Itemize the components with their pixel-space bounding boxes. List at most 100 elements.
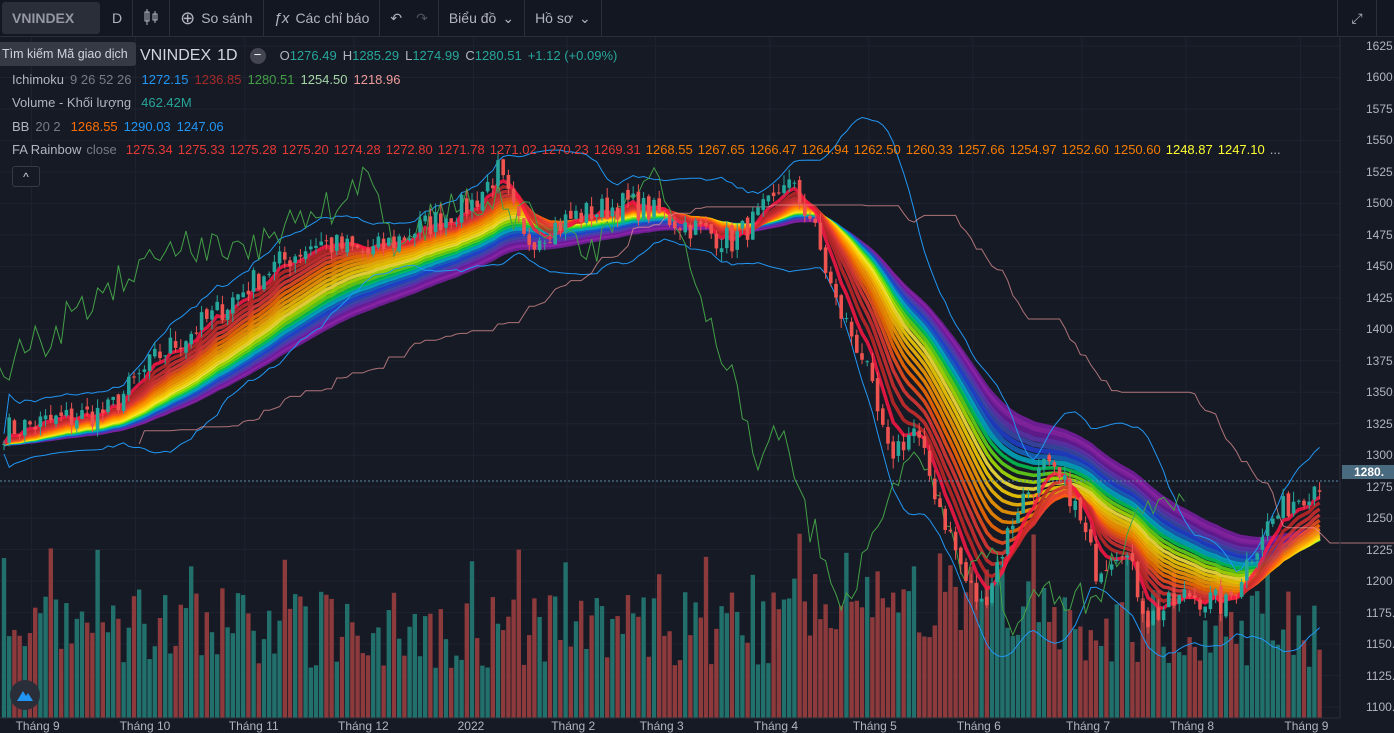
candle-body: [1281, 496, 1285, 518]
candle-body: [553, 222, 557, 245]
interval-button[interactable]: D: [102, 0, 134, 37]
chart-menu-button[interactable]: Biểu đồ ⌄: [439, 0, 526, 37]
legend-fa-rainbow[interactable]: FA Rainbow close 1275.34 1275.33 1275.28 127…: [12, 138, 1281, 162]
volume-bar: [594, 598, 599, 718]
volume-bar: [183, 608, 189, 718]
price-tick-label: 1500.: [1366, 196, 1394, 211]
collapse-legend-button[interactable]: ^: [12, 166, 40, 187]
volume-bar: [204, 612, 209, 718]
volume-bar: [646, 656, 651, 718]
price-tick-label: 1350.: [1366, 385, 1394, 400]
volume-bar: [625, 595, 631, 718]
volume-bar: [1166, 662, 1171, 718]
candle-body: [1115, 559, 1119, 562]
candle-body: [1120, 556, 1124, 558]
volume-bar: [1109, 661, 1114, 718]
candle-body: [1307, 501, 1311, 506]
volume-bar: [215, 654, 220, 718]
candle-body: [1177, 595, 1181, 604]
candle-body: [1052, 462, 1057, 467]
hide-legend-icon[interactable]: −: [249, 48, 266, 64]
volume-bar: [126, 627, 131, 718]
price-chart[interactable]: [0, 37, 1394, 730]
time-tick-label: Tháng 7: [1066, 719, 1111, 733]
volume-bar: [1078, 626, 1083, 718]
candle-body: [584, 202, 589, 224]
candle-body: [28, 421, 32, 425]
indicators-button[interactable]: ƒx Các chỉ báo: [264, 0, 381, 37]
bb-lower: 1247.06: [176, 118, 224, 134]
candle-body: [179, 347, 183, 350]
candle-body: [475, 200, 479, 207]
candle-body: [1063, 475, 1067, 480]
volume-bar: [729, 592, 735, 718]
volume-bar: [631, 613, 636, 718]
candle-body: [709, 224, 713, 234]
candle-body: [1083, 522, 1088, 533]
volume-bar: [1286, 591, 1291, 718]
fullscreen-icon: ⤢: [1351, 9, 1363, 26]
compare-button[interactable]: ⊕ So sánh: [170, 0, 264, 37]
volume-bar: [256, 663, 261, 718]
legend-bb[interactable]: BB 20 2 1268.55 1290.03 1247.06: [12, 115, 1281, 139]
fullscreen-button[interactable]: ⤢: [1337, 0, 1377, 37]
candle-body: [85, 406, 89, 410]
volume-bar: [1177, 652, 1182, 718]
volume-bar: [246, 613, 251, 718]
volume-bar: [324, 594, 329, 718]
candle-body: [1130, 552, 1135, 562]
candle-body: [964, 562, 968, 581]
candle-body: [1047, 455, 1051, 462]
volume-bar: [12, 629, 17, 718]
candle-body: [1312, 486, 1317, 500]
rainbow-value: 1266.47: [749, 142, 797, 158]
volume-bar: [1036, 622, 1041, 718]
candle-body: [797, 179, 802, 204]
price-tick-label: 1150.: [1366, 637, 1394, 652]
volume-bar: [911, 566, 917, 718]
symbol-search-button[interactable]: VNINDEX: [2, 2, 100, 34]
chart-type-button[interactable]: [133, 0, 171, 37]
volume-bar: [677, 660, 683, 718]
volume-bar: [605, 657, 610, 718]
candle-body: [725, 227, 729, 249]
rainbow-value: 1260.33: [905, 142, 953, 158]
profile-menu-button[interactable]: Hồ sơ ⌄: [525, 0, 602, 37]
volume-value: 462.42M: [141, 95, 192, 111]
candle-body: [485, 181, 490, 192]
volume-bar: [1125, 552, 1130, 718]
volume-bar: [1057, 649, 1062, 718]
time-tick-label: Tháng 6: [956, 719, 1001, 733]
candle-body: [59, 412, 63, 416]
candle-body: [1213, 589, 1218, 596]
legend-main-series[interactable]: VNINDEX 1D − O1276.49 H1285.29 L1274.99 …: [12, 44, 1281, 68]
candle-body: [1208, 592, 1213, 610]
candle-body: [714, 233, 719, 249]
legend-volume[interactable]: Volume - Khối lượng 462.42M: [12, 91, 1281, 115]
redo-icon[interactable]: ↷: [416, 9, 428, 26]
volume-bar: [1119, 602, 1125, 718]
volume-bar: [1010, 636, 1015, 718]
candle-body: [922, 436, 927, 448]
legend-ichimoku[interactable]: Ichimoku 9 26 52 26 1272.15 1236.85 1280.…: [12, 68, 1281, 92]
volume-bar: [1171, 572, 1177, 718]
volume-bar: [589, 615, 594, 718]
undo-icon[interactable]: ↶: [390, 9, 403, 26]
candle-body: [132, 376, 136, 378]
candle-body: [751, 211, 755, 240]
candle-body: [153, 348, 157, 357]
ichimoku-base: 1236.85: [194, 71, 242, 87]
tradingview-logo-icon[interactable]: [10, 680, 40, 710]
candle-body: [678, 228, 682, 231]
candle-body: [558, 221, 563, 231]
candle-body: [121, 393, 126, 411]
volume-bar: [121, 662, 126, 718]
volume-bar: [17, 635, 22, 718]
rainbow-value: 1275.28: [229, 142, 277, 158]
volume-bar: [1000, 561, 1005, 718]
candle-body: [777, 192, 781, 194]
candle-body: [927, 450, 932, 476]
candle-body: [298, 254, 303, 257]
candle-body: [387, 237, 391, 246]
candle-body: [397, 236, 401, 252]
